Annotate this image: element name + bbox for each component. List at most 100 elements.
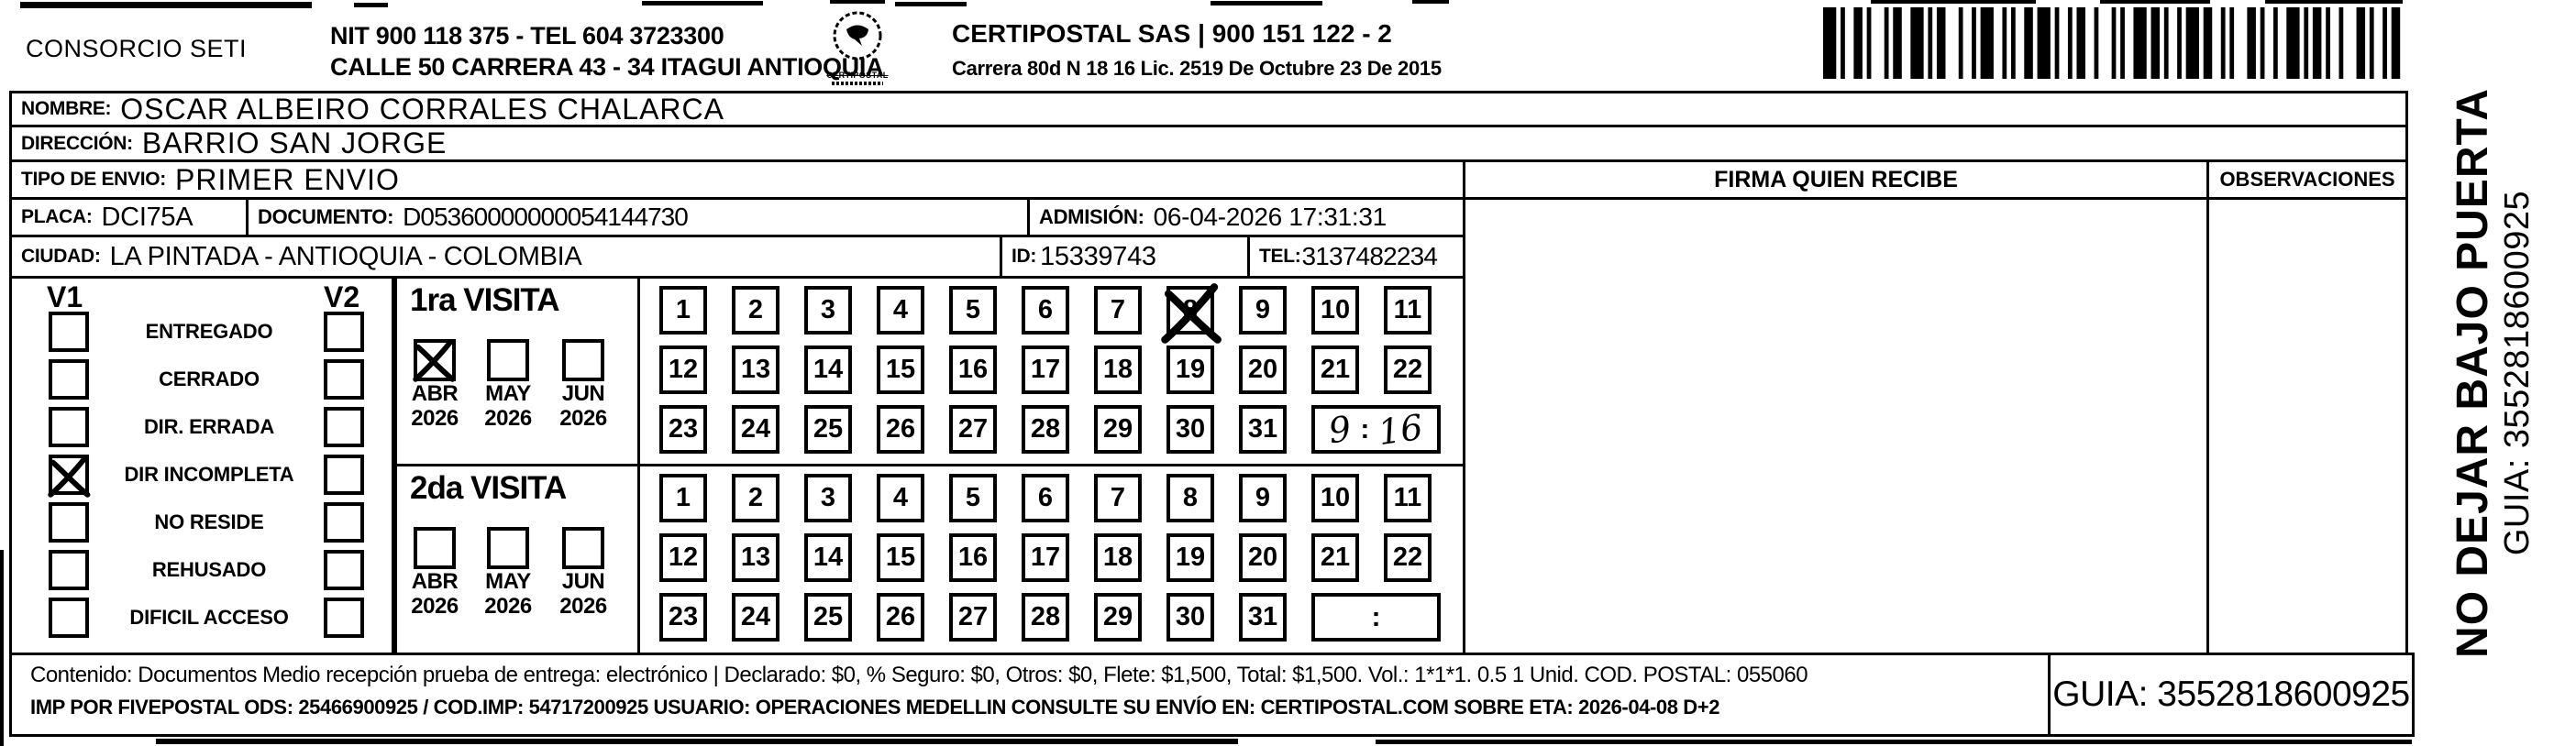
- logo-caption: CERTIPOSTAL: [826, 71, 889, 80]
- handwritten-x-mark: [413, 339, 456, 382]
- day-19: 19: [1166, 346, 1214, 394]
- visit-time-box: :: [1311, 593, 1441, 642]
- month-year: 2026: [559, 406, 607, 431]
- nombre-row: NOMBRE: OSCAR ALBEIRO CORRALES CHALARCA: [9, 91, 2408, 127]
- day-27: 27: [949, 405, 997, 454]
- tel-value: 3137482234: [1301, 242, 1438, 270]
- v2-checkbox-dir-incompleta: [324, 455, 364, 495]
- v1-checkbox-entregado: [49, 312, 89, 352]
- month-checkbox-may: [487, 527, 529, 569]
- day-31: 31: [1239, 593, 1287, 642]
- day-13: 13: [732, 533, 779, 582]
- day-19: 19: [1166, 533, 1214, 582]
- scan-artifact: [642, 1, 763, 5]
- nombre-label: NOMBRE:: [21, 98, 112, 119]
- imp-line: IMP POR FIVEPOSTAL ODS: 25466900925 / CO…: [30, 696, 1720, 719]
- day-26: 26: [877, 593, 924, 642]
- day-16: 16: [949, 346, 997, 394]
- month-name: MAY: [485, 569, 531, 594]
- company-block: CERTIPOSTAL SAS | 900 151 122 - 2 Carrer…: [952, 20, 1442, 82]
- direccion-row: DIRECCIÓN: BARRIO SAN JORGE: [9, 125, 2408, 162]
- v1-checkbox-rehusado: [49, 550, 89, 590]
- month-option-may: MAY 2026: [481, 339, 535, 431]
- status-row-dir-errada: DIR. ERRADA: [12, 407, 392, 451]
- month-year: 2026: [411, 594, 459, 619]
- direccion-label: DIRECCIÓN:: [21, 132, 133, 154]
- admision-cell: ADMISIÓN: 06-04-2026 17:31:31: [1027, 197, 1465, 237]
- scan-artifact: [1412, 0, 1449, 4]
- month-name: MAY: [485, 381, 531, 406]
- placa-value: DCI75A: [101, 202, 193, 232]
- documento-value: D05360000000054144730: [403, 203, 689, 231]
- direccion-value: BARRIO SAN JORGE: [141, 126, 448, 159]
- status-label: DIR INCOMPLETA: [124, 463, 294, 486]
- observaciones-header: OBSERVACIONES: [2206, 159, 2408, 200]
- observaciones-area: [2206, 197, 2408, 655]
- day-3: 3: [804, 474, 852, 522]
- day-16: 16: [949, 533, 997, 582]
- month-year: 2026: [411, 406, 459, 431]
- v1-checkbox-dificil-acceso: [49, 598, 89, 638]
- day-6: 6: [1022, 286, 1069, 335]
- handwritten-hour: [1343, 616, 1363, 619]
- day-27: 27: [949, 593, 997, 642]
- month-checkbox-may: [487, 339, 529, 381]
- contenido-line: Contenido: Documentos Medio recepción pr…: [30, 663, 1808, 687]
- placa-label: PLACA:: [21, 206, 93, 227]
- v1-checkbox-cerrado: [49, 359, 89, 400]
- handwritten-minute: 16: [1376, 406, 1426, 453]
- month-option-jun: JUN 2026: [557, 527, 610, 619]
- ciudad-value: LA PINTADA - ANTIOQUIA - COLOMBIA: [109, 241, 582, 271]
- day-29: 29: [1094, 405, 1142, 454]
- v1-checkbox-dir-errada: [49, 407, 89, 447]
- scan-artifact: [1871, 0, 2036, 4]
- day-12: 12: [659, 346, 707, 394]
- time-colon: :: [1360, 413, 1370, 444]
- day-24: 24: [732, 405, 779, 454]
- certipostal-stamp-icon: [833, 11, 882, 60]
- status-label: REHUSADO: [151, 558, 267, 581]
- day-15: 15: [877, 533, 924, 582]
- admision-value: 06-04-2026 17:31:31: [1153, 203, 1388, 231]
- guia-number-cell: GUIA: 3552818600925: [2048, 653, 2415, 737]
- visit-title: 2da VISITA: [410, 470, 567, 506]
- month-year: 2026: [484, 406, 532, 431]
- day-17: 17: [1022, 533, 1069, 582]
- id-cell: ID: 15339743: [1000, 235, 1250, 279]
- side-note-band: NO DEJAR BAJO PUERTA GUIA: 3552818600925: [2408, 0, 2576, 746]
- sender-name: CONSORCIO SETI: [26, 35, 248, 62]
- contenido-cell: Contenido: Documentos Medio recepción pr…: [9, 653, 2051, 737]
- v2-checkbox-no-reside: [324, 502, 364, 543]
- day-10: 10: [1311, 474, 1359, 522]
- month-option-may: MAY 2026: [481, 527, 535, 619]
- month-name: JUN: [561, 381, 605, 406]
- firma-signature-area: [1463, 197, 2209, 655]
- status-row-dificil-acceso: DIFICIL ACCESO: [12, 598, 392, 642]
- day-25: 25: [804, 593, 852, 642]
- month-name: JUN: [561, 569, 605, 594]
- tipo-envio-label: TIPO DE ENVIO:: [21, 169, 166, 190]
- scan-artifact: [895, 2, 967, 6]
- tel-cell: TEL: 3137482234: [1247, 235, 1465, 279]
- status-row-no-reside: NO RESIDE: [12, 502, 392, 546]
- status-row-cerrado: CERRADO: [12, 359, 392, 403]
- day-2: 2: [732, 474, 779, 522]
- status-row-entregado: ENTREGADO: [12, 312, 392, 356]
- day-31: 31: [1239, 405, 1287, 454]
- visit-1-panel: 1ra VISITA ABR 2026 MAY 2026 JUN 2026: [394, 276, 640, 466]
- admision-label: ADMISIÓN:: [1039, 205, 1144, 228]
- scan-artifact: [354, 3, 388, 7]
- visit-time-box: 9 : 16: [1311, 405, 1441, 454]
- scan-artifact: [1376, 740, 2412, 744]
- v2-checkbox-cerrado: [324, 359, 364, 400]
- day-15: 15: [877, 346, 924, 394]
- day-3: 3: [804, 286, 852, 335]
- day-18: 18: [1094, 533, 1142, 582]
- scan-artifact: [830, 0, 885, 4]
- status-label: CERRADO: [159, 368, 260, 390]
- ciudad-label: CIUDAD:: [21, 246, 101, 267]
- documento-label: DOCUMENTO:: [258, 205, 394, 228]
- month-year: 2026: [559, 594, 607, 619]
